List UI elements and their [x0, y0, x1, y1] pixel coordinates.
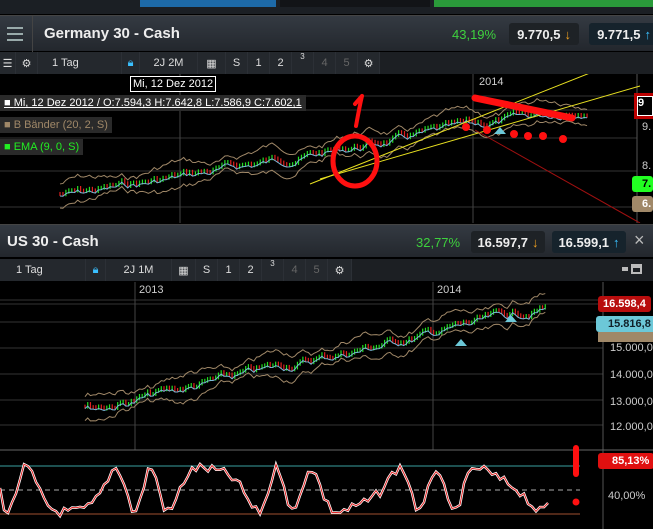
- button-s[interactable]: S: [226, 52, 248, 74]
- price-tag: 9: [637, 96, 653, 116]
- marker-triangle: [494, 127, 506, 134]
- list-icon[interactable]: ☰: [0, 52, 16, 74]
- ema-price-tag: 15.816,8: [596, 316, 653, 332]
- annotation-arrow: [353, 94, 364, 128]
- button-1[interactable]: 1: [218, 259, 240, 281]
- button-4[interactable]: 4: [314, 52, 336, 74]
- marker-triangle: [455, 339, 467, 346]
- arrow-down-icon: ↓: [564, 26, 571, 42]
- oscillator-signal: [0, 462, 549, 518]
- interval-select[interactable]: 1 Tag: [0, 259, 86, 281]
- annotation-dot: [559, 135, 567, 143]
- button-2[interactable]: 2: [240, 259, 262, 281]
- indicator-bollinger[interactable]: ■ B Bänder (20, 2, S): [0, 117, 112, 133]
- sell-price: 16.597,7: [477, 234, 529, 250]
- indicator-line: [84, 311, 546, 422]
- us-chart-toolbar: 1 Tag 🔒︎ 2J 1M ▦ S 1 2 3 4 5 ⚙: [0, 259, 653, 281]
- instrument-title: Germany 30 - Cash: [44, 25, 180, 42]
- buy-price: 9.771,5: [597, 26, 641, 42]
- change-percent: 43,19%: [452, 27, 497, 42]
- sell-price-button[interactable]: 16.597,7 ↓: [471, 231, 545, 253]
- gear-icon[interactable]: ⚙: [16, 52, 38, 74]
- range-select[interactable]: 2J 2M: [140, 52, 198, 74]
- top-strip-button[interactable]: [140, 0, 276, 7]
- germany-header: Germany 30 - Cash 43,19% 9.770,5 ↓ 9.771,…: [0, 15, 653, 52]
- us-header: US 30 - Cash 32,77% 16.597,7 ↓ 16.599,1 ↑ …: [0, 224, 653, 257]
- lock-icon[interactable]: 🔒︎: [122, 52, 140, 74]
- buy-price-button[interactable]: 9.771,5 ↑: [589, 23, 653, 45]
- crosshair-date-tooltip: Mi, 12 Dez 2012: [130, 76, 217, 92]
- ema-tag: 7.: [632, 176, 653, 192]
- trend-line: [474, 129, 641, 223]
- annotation-dot: [572, 498, 580, 506]
- calendar-icon[interactable]: ▦: [172, 259, 196, 281]
- indicator-line: [59, 120, 588, 209]
- range-select[interactable]: 2J 1M: [106, 259, 172, 281]
- top-strip-field[interactable]: [280, 0, 430, 7]
- axis-label: 12.000,0: [610, 421, 653, 433]
- button-3-save[interactable]: 3: [292, 52, 314, 74]
- calendar-icon[interactable]: ▦: [198, 52, 226, 74]
- annotation-line: [471, 94, 576, 122]
- arrow-up-icon: ↑: [644, 26, 651, 42]
- year-label: 2014: [479, 76, 504, 88]
- buy-price: 16.599,1: [558, 234, 610, 250]
- button-2[interactable]: 2: [270, 52, 292, 74]
- indicator-line: [84, 307, 546, 412]
- top-toolbar-strip: [0, 0, 653, 14]
- button-4[interactable]: 4: [284, 259, 306, 281]
- menu-icon[interactable]: [7, 27, 23, 41]
- interval-select[interactable]: 1 Tag: [38, 52, 122, 74]
- germany-chart-toolbar: ☰ ⚙ 1 Tag 🔒︎ 2J 2M ▦ S 1 2 3 4 5 ⚙: [0, 52, 653, 74]
- sell-price-button[interactable]: 9.770,5 ↓: [509, 23, 579, 45]
- year-label: 2013: [139, 284, 164, 296]
- annotation-dot: [524, 132, 532, 140]
- button-5[interactable]: 5: [306, 259, 328, 281]
- marker-triangle: [505, 315, 517, 322]
- ohlc-readout: ■ Mi, 12 Dez 2012 / O:7.594,3 H:7.642,8 …: [0, 95, 306, 111]
- year-label: 2014: [437, 284, 462, 296]
- button-5[interactable]: 5: [336, 52, 358, 74]
- button-3-save[interactable]: 3: [262, 259, 284, 281]
- maximize-icon[interactable]: [631, 264, 642, 274]
- indicator-line: [59, 112, 588, 197]
- minimize-icon[interactable]: [622, 267, 628, 271]
- close-icon[interactable]: ×: [634, 230, 645, 250]
- band-price-tag: [598, 332, 653, 342]
- annotation-dot: [539, 132, 547, 140]
- annotation-dot: [510, 130, 518, 138]
- arrow-down-icon: ↓: [532, 234, 539, 250]
- axis-label: 15.000,0: [610, 342, 653, 354]
- axis-label: 40,00%: [608, 490, 646, 502]
- lock-icon[interactable]: 🔒︎: [86, 259, 106, 281]
- indicator-line: [59, 97, 588, 185]
- annotation-dot: [483, 126, 491, 134]
- indicator-line: [84, 293, 546, 397]
- buy-price-button[interactable]: 16.599,1 ↑: [552, 231, 626, 253]
- annotation-dot: [462, 123, 470, 131]
- us-price-chart[interactable]: [0, 282, 653, 529]
- chart-settings-icon[interactable]: ⚙: [328, 259, 352, 281]
- oscillator-tag: 85,13%: [598, 453, 653, 469]
- indicator-ema[interactable]: ■ EMA (9, 0, S): [0, 139, 84, 155]
- change-percent: 32,77%: [416, 235, 461, 250]
- last-price-tag: 16.598,4: [598, 296, 651, 312]
- chart-settings-icon[interactable]: ⚙: [358, 52, 380, 74]
- sell-price: 9.770,5: [517, 26, 561, 42]
- trend-line: [309, 74, 589, 185]
- button-s[interactable]: S: [196, 259, 218, 281]
- instrument-title: US 30 - Cash: [7, 233, 99, 250]
- top-strip-button-green[interactable]: [434, 0, 653, 7]
- axis-label: 14.000,0: [610, 369, 653, 381]
- band-tag: 6.: [632, 196, 653, 212]
- axis-label: 8.: [642, 160, 652, 172]
- button-1[interactable]: 1: [248, 52, 270, 74]
- arrow-up-icon: ↑: [613, 234, 620, 250]
- annotation-circle: [330, 133, 380, 189]
- axis-label: 13.000,0: [610, 396, 653, 408]
- axis-label: 9.: [642, 121, 652, 133]
